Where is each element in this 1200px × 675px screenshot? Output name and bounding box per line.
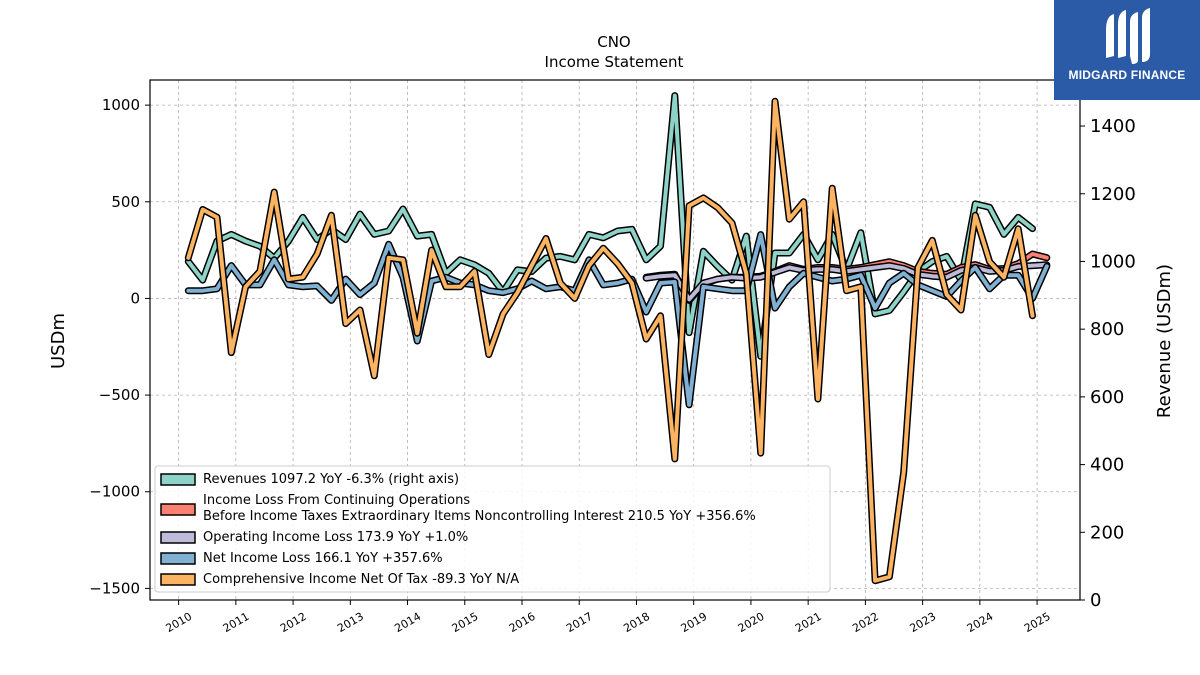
legend-swatch — [160, 531, 196, 544]
y-tick-right-label: 1400 — [1090, 116, 1136, 137]
y-tick-right-label: 800 — [1090, 319, 1124, 340]
x-tick-label: 2018 — [621, 610, 652, 635]
y-tick-right-label: 1000 — [1090, 251, 1136, 272]
series-line — [186, 232, 1049, 407]
legend-swatch — [160, 473, 196, 486]
legend-swatch — [160, 503, 196, 516]
x-tick-label: 2011 — [221, 610, 252, 635]
series-lines — [184, 92, 1051, 585]
chart-title: CNO — [597, 33, 631, 51]
legend-entry: Operating Income Loss 173.9 YoY +1.0% — [203, 530, 468, 545]
y-tick-right-label: 0 — [1090, 590, 1101, 611]
x-tick-label: 2019 — [679, 610, 710, 635]
x-tick-label: 2015 — [450, 610, 481, 635]
x-tick-label: 2024 — [965, 610, 996, 635]
x-tick-label: 2016 — [507, 610, 538, 635]
x-tick-label: 2017 — [564, 610, 595, 635]
y-tick-left-label: −1500 — [89, 579, 140, 597]
logo-mark-icon — [1106, 8, 1150, 64]
plot-frame — [149, 79, 1081, 601]
legend-entry: Before Income Taxes Extraordinary Items … — [203, 509, 756, 524]
midgard-finance-logo: MIDGARD FINANCE — [1054, 0, 1200, 100]
y-tick-right-label: 1200 — [1090, 184, 1136, 205]
y-tick-left-label: 500 — [111, 193, 140, 211]
legend-box — [154, 465, 831, 593]
x-tick-label: 2014 — [392, 610, 423, 635]
x-tick-label: 2013 — [335, 610, 366, 635]
x-tick-label: 2012 — [278, 610, 309, 635]
series-line — [186, 99, 1035, 583]
y-tick-left-label: −500 — [99, 386, 140, 404]
y-axis-label-left: USDm — [48, 313, 69, 369]
x-tick-label: 2023 — [907, 610, 938, 635]
chart-subtitle: Income Statement — [545, 53, 684, 71]
x-tick-label: 2010 — [163, 610, 194, 635]
x-tick-label: 2020 — [736, 610, 767, 635]
y-tick-left-label: 1000 — [102, 96, 140, 114]
y-tick-right-label: 600 — [1090, 387, 1124, 408]
x-tick-label: 2022 — [850, 610, 881, 635]
x-tick-label: 2021 — [793, 610, 824, 635]
legend-swatch — [160, 573, 196, 586]
legend-entry: Revenues 1097.2 YoY -6.3% (right axis) — [203, 472, 459, 487]
x-tick-label: 2025 — [1022, 610, 1053, 635]
legend-entry: Net Income Loss 166.1 YoY +357.6% — [203, 551, 443, 566]
legend-entry: Comprehensive Income Net Of Tax -89.3 Yo… — [203, 572, 519, 587]
y-tick-left-label: 0 — [130, 289, 140, 307]
series-line — [186, 93, 1035, 359]
legend-entry: Income Loss From Continuing Operations — [203, 493, 470, 508]
y-axis-label-right: Revenue (USDm) — [1154, 264, 1175, 418]
legend-swatch — [160, 552, 196, 565]
y-tick-left-label: −1000 — [89, 483, 140, 501]
series-line-outline — [184, 92, 1036, 360]
y-tick-right-label: 200 — [1090, 522, 1124, 543]
logo-text: MIDGARD FINANCE — [1068, 68, 1186, 82]
chart-legend: Revenues 1097.2 YoY -6.3% (right axis) In… — [154, 465, 831, 593]
y-tick-right-label: 400 — [1090, 455, 1124, 476]
